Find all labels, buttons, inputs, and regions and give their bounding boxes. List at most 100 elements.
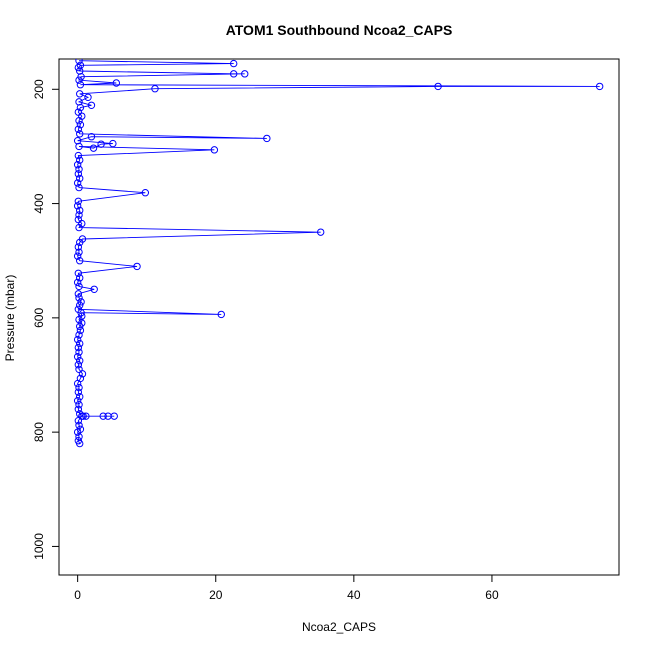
y-axis: 200 400 600 800 1000	[32, 79, 60, 560]
x-tick-label: 60	[485, 588, 499, 602]
data-point	[76, 61, 85, 69]
data-point	[75, 294, 83, 302]
data-point	[78, 235, 87, 243]
data-point	[74, 151, 83, 160]
data-point	[73, 353, 82, 361]
data-point	[76, 206, 84, 215]
data-point	[76, 393, 84, 401]
series-line	[77, 60, 600, 444]
data-point	[73, 278, 82, 287]
data-point	[76, 374, 85, 383]
data-point	[74, 108, 83, 116]
data-point	[141, 189, 150, 197]
data-point	[74, 197, 83, 205]
data-point	[74, 405, 83, 413]
data-point	[74, 290, 83, 298]
data-point	[75, 331, 83, 339]
data-point	[73, 202, 82, 210]
data-point	[90, 285, 98, 293]
data-point	[151, 85, 159, 93]
data-point	[241, 70, 249, 78]
data-point	[87, 133, 96, 141]
data-point	[82, 412, 90, 420]
y-tick-label: 800	[32, 422, 46, 442]
data-point	[74, 417, 83, 425]
y-tick-label: 200	[32, 79, 46, 99]
data-point	[110, 412, 118, 420]
data-point	[75, 433, 83, 441]
x-axis-label: Ncoa2_CAPS	[302, 620, 376, 634]
data-point	[76, 257, 84, 265]
data-point	[74, 361, 83, 369]
data-point	[99, 412, 107, 420]
data-point	[317, 228, 325, 236]
data-point	[73, 252, 82, 260]
data-point	[74, 63, 83, 72]
data-point	[73, 137, 82, 145]
data-point	[75, 59, 83, 65]
data-point	[74, 388, 83, 396]
data-point	[74, 125, 83, 133]
data-point	[74, 269, 83, 277]
series-layer	[73, 59, 604, 448]
data-point	[75, 365, 83, 373]
data-point	[76, 301, 84, 309]
data-point	[75, 98, 83, 106]
data-point	[73, 179, 82, 187]
data-point	[73, 335, 82, 344]
data-point	[76, 274, 84, 282]
data-point	[78, 312, 86, 320]
data-point	[74, 243, 83, 251]
data-point	[74, 170, 83, 178]
data-point	[133, 262, 141, 271]
data-point	[76, 121, 85, 129]
data-point	[73, 161, 82, 169]
data-point	[74, 215, 83, 224]
data-point	[76, 130, 84, 138]
x-tick-label: 40	[347, 588, 361, 602]
data-point	[75, 383, 83, 392]
data-point	[210, 146, 219, 154]
chart-title: ATOM1 Southbound Ncoa2_CAPS	[226, 22, 453, 38]
x-axis: 0 20 40 60	[74, 574, 499, 602]
data-point	[76, 410, 84, 418]
y-tick-label: 600	[32, 308, 46, 328]
data-point	[75, 183, 83, 192]
data-point	[263, 134, 271, 143]
data-point	[75, 248, 83, 256]
data-point	[75, 165, 83, 173]
data-point	[73, 397, 82, 405]
y-tick-label: 400	[32, 193, 46, 213]
x-tick-label: 0	[74, 588, 81, 602]
data-point	[75, 211, 83, 219]
data-point	[112, 79, 121, 87]
data-point	[97, 140, 105, 148]
data-point	[77, 298, 85, 306]
data-point	[76, 81, 85, 89]
data-point	[217, 310, 225, 319]
data-point	[75, 401, 83, 409]
data-point	[74, 343, 83, 352]
data-point	[434, 82, 442, 91]
data-point	[229, 59, 238, 68]
y-tick-label: 1000	[32, 533, 46, 560]
data-point	[84, 93, 92, 101]
data-point	[76, 339, 84, 348]
data-point	[229, 70, 238, 78]
data-point	[87, 101, 96, 109]
plot-frame	[58, 58, 620, 576]
data-point	[109, 139, 117, 148]
data-point	[78, 370, 87, 378]
data-point	[76, 67, 84, 75]
data-point	[75, 348, 83, 356]
data-point	[76, 174, 84, 183]
x-tick-label: 20	[209, 588, 223, 602]
data-point	[76, 425, 85, 433]
data-point	[75, 282, 83, 291]
data-point	[74, 437, 83, 445]
data-point	[76, 357, 84, 365]
data-point	[75, 421, 83, 429]
y-axis-label: Pressure (mbar)	[3, 275, 17, 362]
data-point	[76, 326, 85, 335]
